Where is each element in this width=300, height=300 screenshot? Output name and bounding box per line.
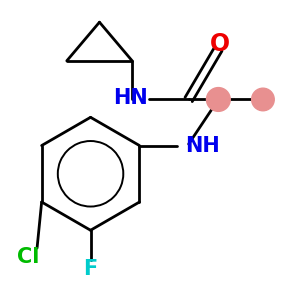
Text: Cl: Cl <box>17 247 39 267</box>
Text: NH: NH <box>184 136 219 155</box>
Text: HN: HN <box>113 88 148 108</box>
Circle shape <box>252 88 274 111</box>
Text: F: F <box>83 259 98 279</box>
Circle shape <box>206 88 230 111</box>
Text: O: O <box>210 32 230 56</box>
